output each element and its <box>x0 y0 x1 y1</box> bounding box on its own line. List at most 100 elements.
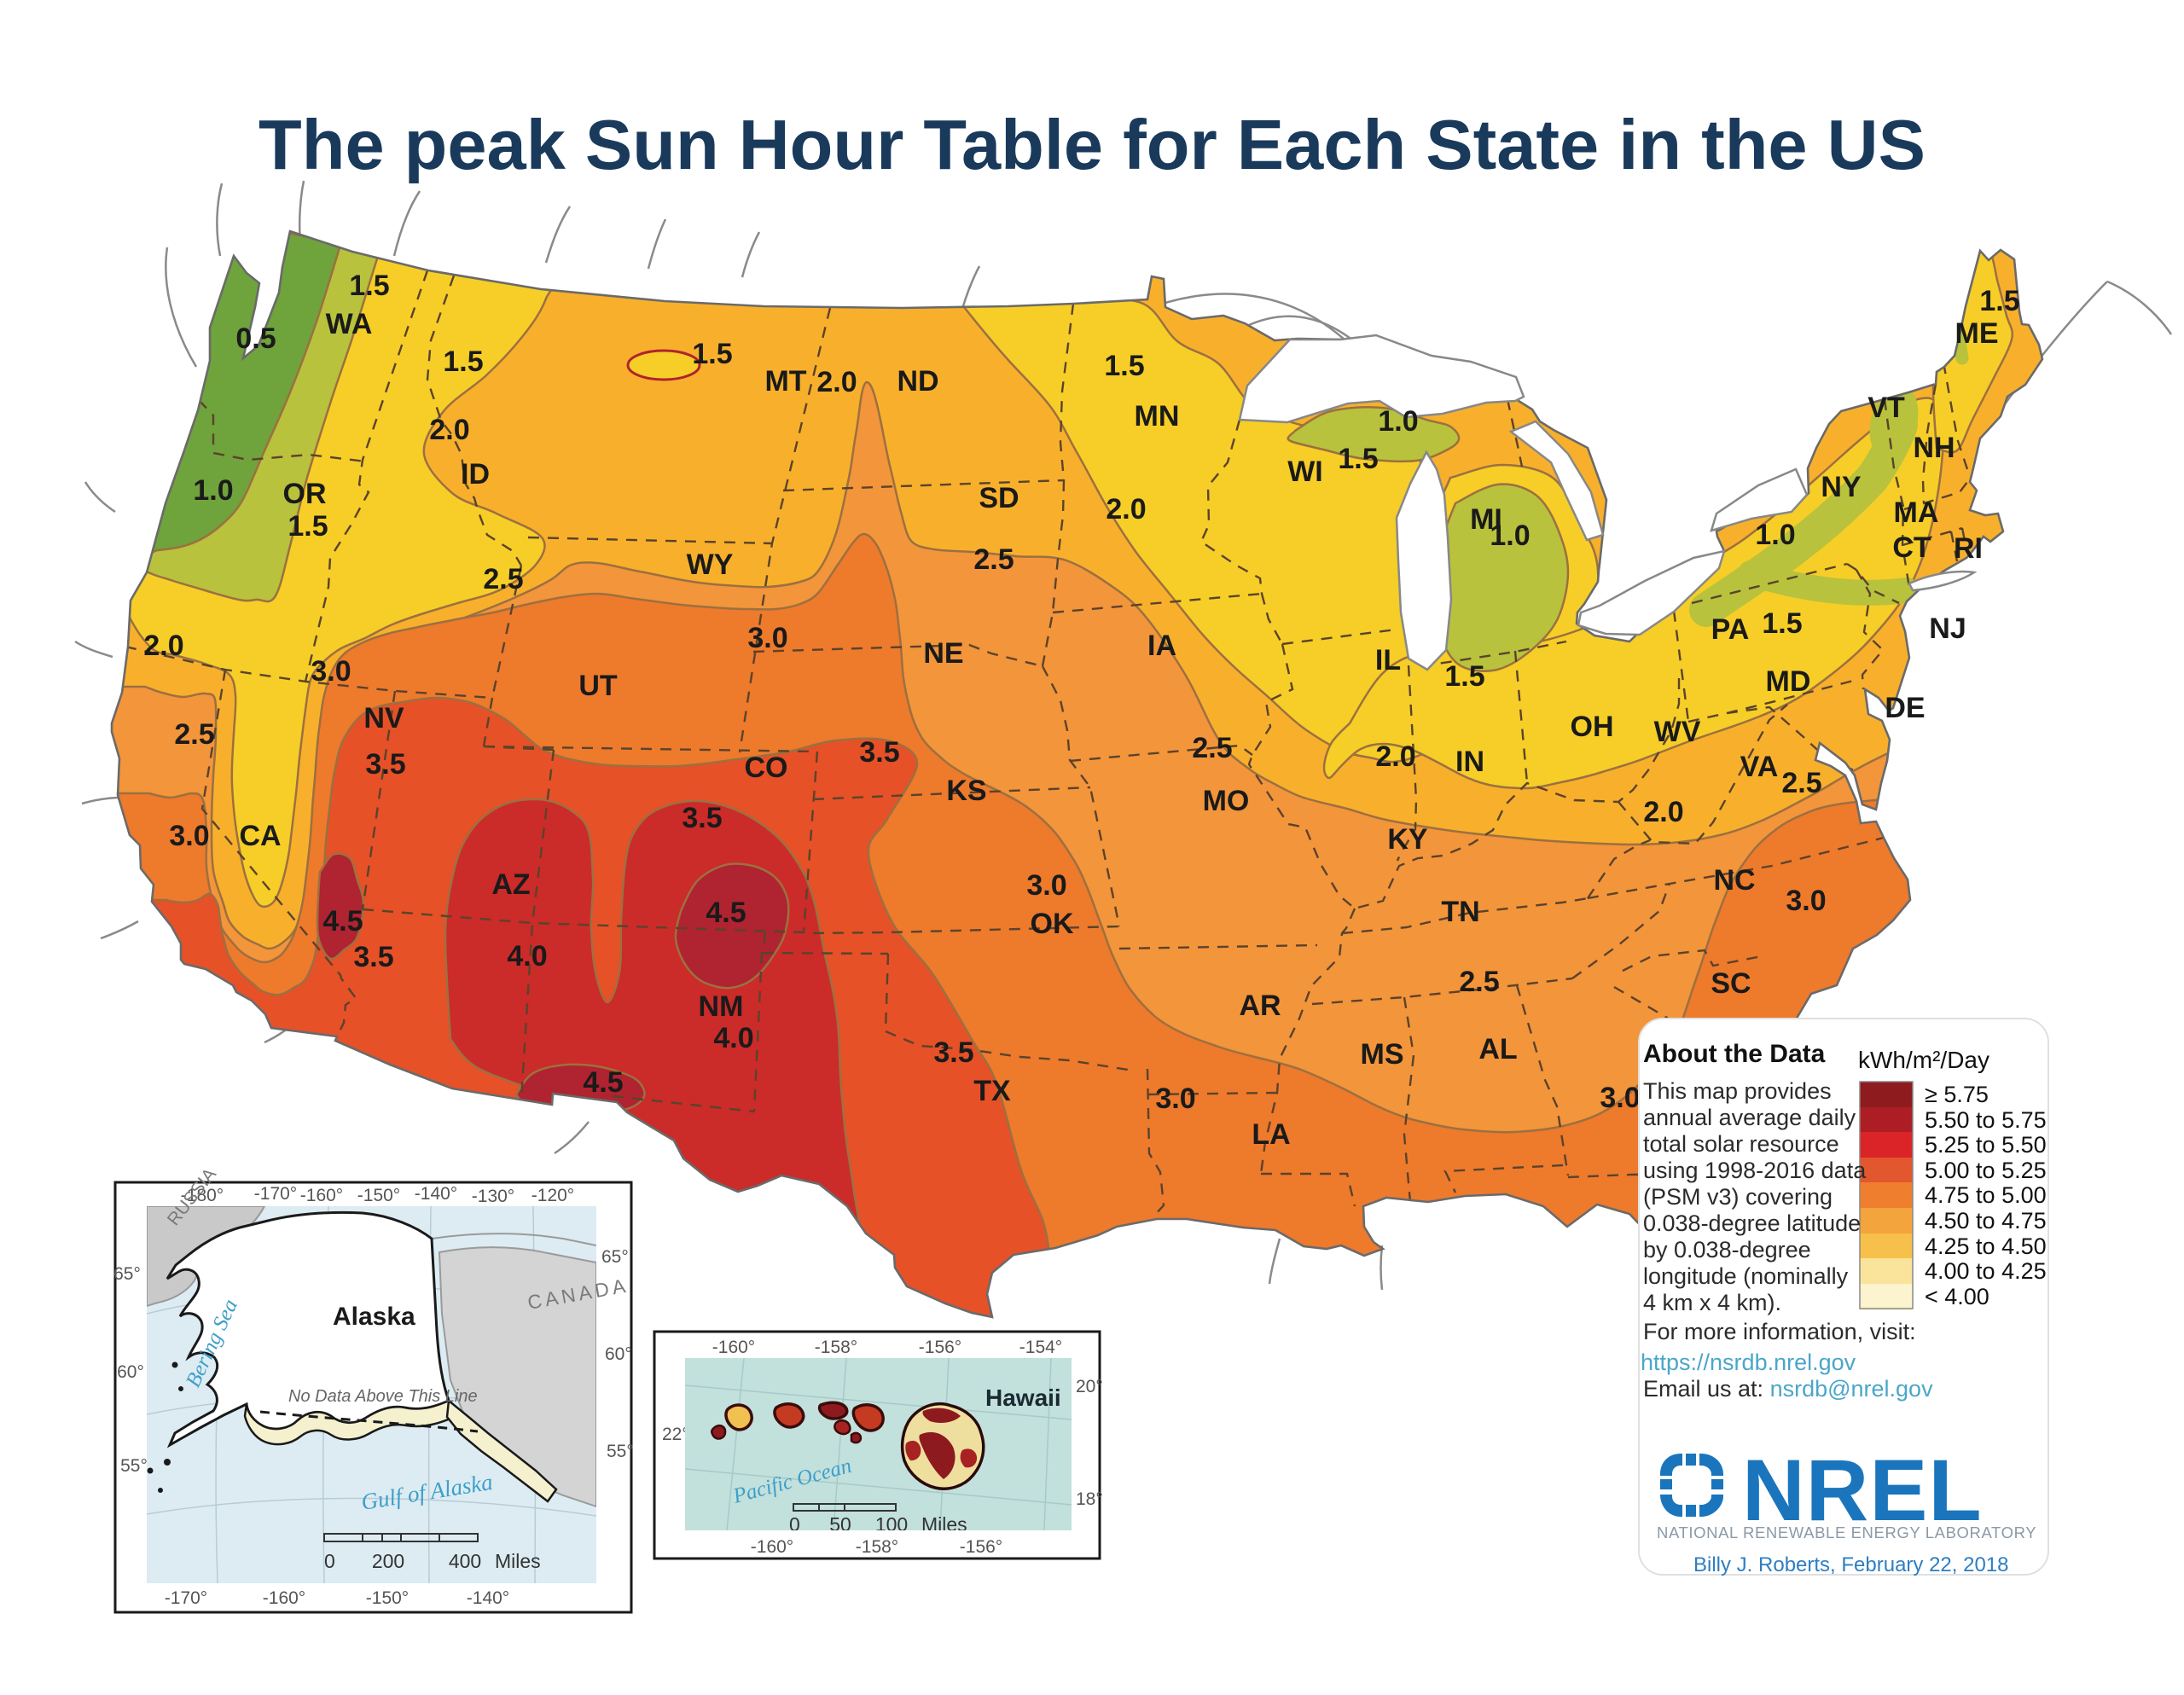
svg-text:2.5: 2.5 <box>174 718 214 751</box>
svg-text:WV: WV <box>1654 716 1701 748</box>
svg-text:3.0: 3.0 <box>169 820 209 852</box>
svg-text:100: 100 <box>875 1513 908 1535</box>
svg-text:KY: KY <box>1387 823 1428 856</box>
svg-text:CA: CA <box>239 820 281 852</box>
svg-text:0.038-degree latitude: 0.038-degree latitude <box>1643 1210 1861 1236</box>
svg-text:WA: WA <box>326 308 373 340</box>
svg-text:2.0: 2.0 <box>143 630 183 662</box>
svg-text:RI: RI <box>1954 532 1983 565</box>
svg-text:50: 50 <box>829 1513 851 1535</box>
svg-text:Email us at: nsrdb@nrel.gov: Email us at: nsrdb@nrel.gov <box>1643 1376 1933 1402</box>
svg-text:About the Data: About the Data <box>1643 1040 1826 1068</box>
svg-text:Hawaii: Hawaii <box>985 1384 1061 1411</box>
svg-text:-140°: -140° <box>415 1184 457 1204</box>
svg-text:This map provides: This map provides <box>1643 1078 1832 1104</box>
svg-text:-160°: -160° <box>263 1588 305 1608</box>
svg-text:4.50 to 4.75: 4.50 to 4.75 <box>1925 1208 2047 1234</box>
svg-text:3.0: 3.0 <box>747 622 787 654</box>
svg-text:ME: ME <box>1955 317 1999 350</box>
svg-text:SC: SC <box>1711 967 1751 1000</box>
svg-text:using 1998-2016 data: using 1998-2016 data <box>1643 1158 1867 1183</box>
svg-text:1.0: 1.0 <box>1378 405 1418 438</box>
svg-text:60°: 60° <box>117 1362 144 1382</box>
svg-text:3.0: 3.0 <box>1786 885 1826 917</box>
svg-text:kWh/m²/Day: kWh/m²/Day <box>1858 1047 1989 1073</box>
svg-text:-156°: -156° <box>919 1338 961 1357</box>
svg-text:< 4.00: < 4.00 <box>1925 1284 1989 1309</box>
svg-text:1.0: 1.0 <box>193 474 233 507</box>
svg-text:55°: 55° <box>607 1442 634 1461</box>
svg-text:200: 200 <box>372 1550 404 1572</box>
svg-text:18°: 18° <box>1076 1489 1103 1509</box>
svg-text:NM: NM <box>699 990 744 1023</box>
svg-text:Miles: Miles <box>495 1550 541 1572</box>
svg-text:NREL: NREL <box>1742 1442 1983 1539</box>
svg-text:1.5: 1.5 <box>288 510 328 543</box>
svg-text:Billy J. Roberts, February 22: Billy J. Roberts, February 22, 2018 <box>1693 1553 2009 1576</box>
svg-text:1.0: 1.0 <box>1755 519 1795 551</box>
svg-text:3.0: 3.0 <box>1600 1082 1640 1114</box>
svg-text:3.5: 3.5 <box>682 802 722 834</box>
svg-text:400: 400 <box>449 1550 481 1572</box>
svg-text:ID: ID <box>461 458 490 491</box>
svg-text:Miles: Miles <box>921 1513 967 1535</box>
svg-text:CT: CT <box>1892 531 1931 564</box>
svg-text:-160°: -160° <box>300 1186 343 1205</box>
svg-text:1.5: 1.5 <box>692 338 732 370</box>
svg-text:For more information, visit:: For more information, visit: <box>1643 1319 1916 1344</box>
svg-text:by 0.038-degree: by 0.038-degree <box>1643 1237 1811 1263</box>
svg-text:VA: VA <box>1740 751 1779 783</box>
svg-text:MO: MO <box>1203 785 1250 817</box>
svg-text:NC: NC <box>1713 864 1755 897</box>
svg-text:VT: VT <box>1867 392 1905 424</box>
svg-text:WI: WI <box>1287 456 1323 488</box>
svg-text:No Data Above This Line: No Data Above This Line <box>288 1387 478 1406</box>
svg-text:UT: UT <box>578 670 618 702</box>
svg-text:AL: AL <box>1478 1033 1517 1065</box>
svg-text:longitude (nominally: longitude (nominally <box>1643 1263 1849 1289</box>
svg-text:MD: MD <box>1766 665 1811 698</box>
svg-text:1.5: 1.5 <box>443 345 483 378</box>
svg-text:4.25 to 4.50: 4.25 to 4.50 <box>1925 1234 2047 1259</box>
svg-text:NY: NY <box>1821 471 1862 503</box>
svg-text:2.0: 2.0 <box>1643 796 1683 828</box>
svg-text:Alaska: Alaska <box>333 1303 415 1331</box>
svg-text:3.5: 3.5 <box>859 736 899 769</box>
svg-text:2.5: 2.5 <box>1192 732 1232 764</box>
svg-text:60°: 60° <box>605 1344 632 1364</box>
svg-text:4.5: 4.5 <box>322 905 363 937</box>
svg-text:-180°: -180° <box>181 1186 224 1205</box>
svg-text:2.0: 2.0 <box>429 414 469 446</box>
svg-text:OH: OH <box>1571 711 1614 743</box>
svg-text:≥ 5.75: ≥ 5.75 <box>1925 1082 1989 1107</box>
svg-text:2.0: 2.0 <box>1375 740 1415 773</box>
svg-text:0: 0 <box>789 1513 800 1535</box>
svg-text:MT: MT <box>764 365 806 398</box>
svg-text:22°: 22° <box>662 1425 689 1444</box>
svg-text:3.5: 3.5 <box>353 941 393 973</box>
svg-text:-158°: -158° <box>815 1338 857 1357</box>
svg-text:65°: 65° <box>601 1247 629 1267</box>
svg-text:IA: IA <box>1147 630 1176 662</box>
svg-text:4.0: 4.0 <box>507 940 547 972</box>
svg-text:4.5: 4.5 <box>706 897 746 929</box>
svg-text:-156°: -156° <box>960 1537 1002 1557</box>
svg-text:SD: SD <box>979 482 1019 514</box>
svg-text:3.5: 3.5 <box>933 1036 973 1069</box>
svg-text:MN: MN <box>1135 400 1180 432</box>
svg-text:1.5: 1.5 <box>1762 607 1802 640</box>
svg-text:1.0: 1.0 <box>1490 520 1530 552</box>
svg-text:4.00 to 4.25: 4.00 to 4.25 <box>1925 1258 2047 1284</box>
svg-text:55°: 55° <box>120 1456 148 1476</box>
svg-text:-120°: -120° <box>531 1186 574 1205</box>
svg-text:-140°: -140° <box>467 1588 509 1608</box>
svg-text:-160°: -160° <box>712 1338 755 1357</box>
svg-text:4.75 to 5.00: 4.75 to 5.00 <box>1925 1182 2047 1208</box>
svg-text:5.00 to 5.25: 5.00 to 5.25 <box>1925 1158 2047 1183</box>
svg-text:CO: CO <box>745 752 788 784</box>
svg-text:NE: NE <box>923 637 963 670</box>
svg-text:1.5: 1.5 <box>349 270 389 302</box>
svg-text:IL: IL <box>1375 644 1401 676</box>
svg-text:-158°: -158° <box>856 1537 898 1557</box>
svg-text:MA: MA <box>1894 496 1939 529</box>
